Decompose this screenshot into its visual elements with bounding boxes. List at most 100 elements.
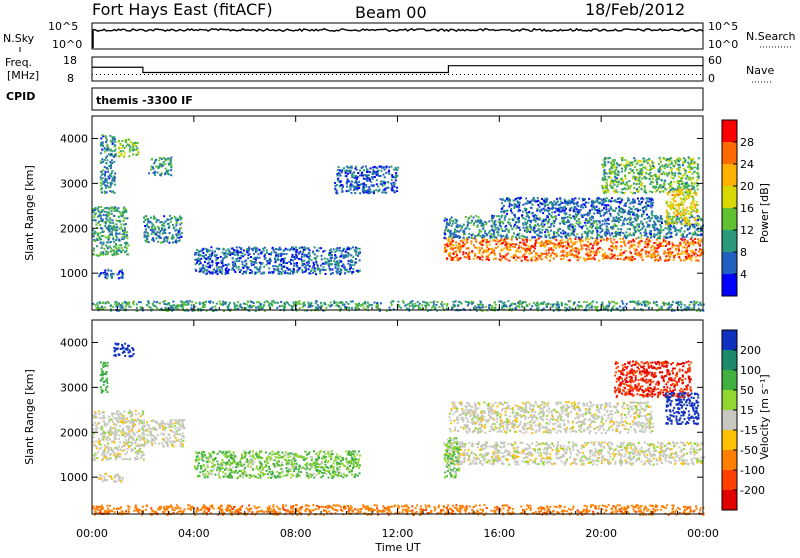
heatmap-cell (358, 252, 360, 254)
heatmap-cell (206, 250, 208, 252)
heatmap-cell (290, 259, 292, 261)
heatmap-cell (619, 201, 621, 203)
heatmap-cell (685, 213, 687, 215)
heatmap-cell (633, 206, 635, 208)
heatmap-cell (612, 245, 614, 247)
heatmap-cell (682, 207, 684, 209)
heatmap-cell (508, 201, 510, 203)
heatmap-cell (379, 166, 381, 168)
heatmap-cell (526, 222, 528, 224)
heatmap-cell (590, 243, 592, 245)
heatmap-cell (316, 255, 318, 257)
heatmap-cell (677, 164, 679, 166)
heatmap-cell (513, 200, 515, 202)
heatmap-cell (509, 199, 511, 201)
heatmap-cell (120, 144, 122, 146)
heatmap-cell (683, 198, 685, 200)
heatmap-cell (690, 259, 692, 261)
heatmap-cell (674, 245, 676, 247)
heatmap-cell (526, 239, 528, 241)
heatmap-cell (123, 220, 125, 222)
heatmap-cell (604, 172, 606, 174)
heatmap-cell (295, 249, 297, 251)
heatmap-cell (671, 161, 673, 163)
heatmap-cell (652, 224, 654, 226)
heatmap-cell (674, 173, 676, 175)
heatmap-cell (356, 178, 358, 180)
heatmap-cell (232, 253, 234, 255)
heatmap-cell (509, 222, 511, 224)
heatmap-cell (499, 259, 501, 261)
heatmap-cell (697, 219, 699, 221)
heatmap-cell (136, 307, 138, 309)
heatmap-cell (635, 226, 637, 228)
heatmap-cell (507, 300, 509, 302)
heatmap-cell (681, 227, 683, 229)
heatmap-cell (588, 249, 590, 251)
heatmap-cell (369, 189, 371, 191)
heatmap-cell (615, 192, 617, 194)
heatmap-cell (682, 247, 684, 249)
heatmap-cell (390, 166, 392, 168)
heatmap-cell (370, 167, 372, 169)
heatmap-cell (108, 212, 110, 214)
heatmap-cell (94, 213, 96, 215)
heatmap-cell (625, 257, 627, 259)
heatmap-cell (145, 231, 147, 233)
heatmap-cell (501, 236, 503, 238)
heatmap-cell (506, 246, 508, 248)
heatmap-cell (629, 251, 631, 253)
heatmap-cell (531, 252, 533, 254)
heatmap-cell (633, 172, 635, 174)
heatmap-cell (321, 255, 323, 257)
heatmap-cell (648, 226, 650, 228)
heatmap-cell (115, 253, 117, 255)
heatmap-cell (341, 191, 343, 193)
heatmap-cell (547, 231, 549, 233)
heatmap-cell (613, 254, 615, 256)
heatmap-cell (108, 235, 110, 237)
heatmap-cell (459, 243, 461, 245)
heatmap-cell (465, 252, 467, 254)
heatmap-cell (660, 226, 662, 228)
heatmap-cell (94, 240, 96, 242)
heatmap-cell (116, 233, 118, 235)
heatmap-cell (518, 206, 520, 208)
heatmap-cell (644, 186, 646, 188)
heatmap-cell (304, 246, 306, 248)
heatmap-cell (208, 259, 210, 261)
heatmap-cell (290, 270, 292, 272)
heatmap-cell (249, 253, 251, 255)
heatmap-cell (541, 258, 543, 260)
heatmap-cell (329, 252, 331, 254)
heatmap-cell (356, 248, 358, 250)
heatmap-cell (244, 260, 246, 262)
heatmap-cell (445, 250, 447, 252)
heatmap-cell (493, 231, 495, 233)
heatmap-cell (564, 245, 566, 247)
heatmap-cell (662, 165, 664, 167)
heatmap-cell (348, 307, 350, 309)
heatmap-cell (107, 182, 109, 184)
heatmap-cell (386, 166, 388, 168)
heatmap-cell (254, 257, 256, 259)
heatmap-cell (605, 191, 607, 193)
heatmap-cell (573, 234, 575, 236)
heatmap-cell (657, 175, 659, 177)
heatmap-cell (334, 182, 336, 184)
heatmap-cell (458, 226, 460, 228)
heatmap-cell (578, 218, 580, 220)
heatmap-cell (126, 231, 128, 233)
heatmap-cell (579, 222, 581, 224)
heatmap-cell (665, 245, 667, 247)
frequency-line (92, 66, 703, 73)
heatmap-cell (667, 220, 669, 222)
heatmap-cell (610, 245, 612, 247)
heatmap-cell (206, 258, 208, 260)
heatmap-cell (695, 204, 697, 206)
heatmap-cell (585, 239, 587, 241)
heatmap-cell (127, 254, 129, 256)
heatmap-cell (673, 211, 675, 213)
heatmap-cell (661, 190, 663, 192)
heatmap-cell (293, 263, 295, 265)
